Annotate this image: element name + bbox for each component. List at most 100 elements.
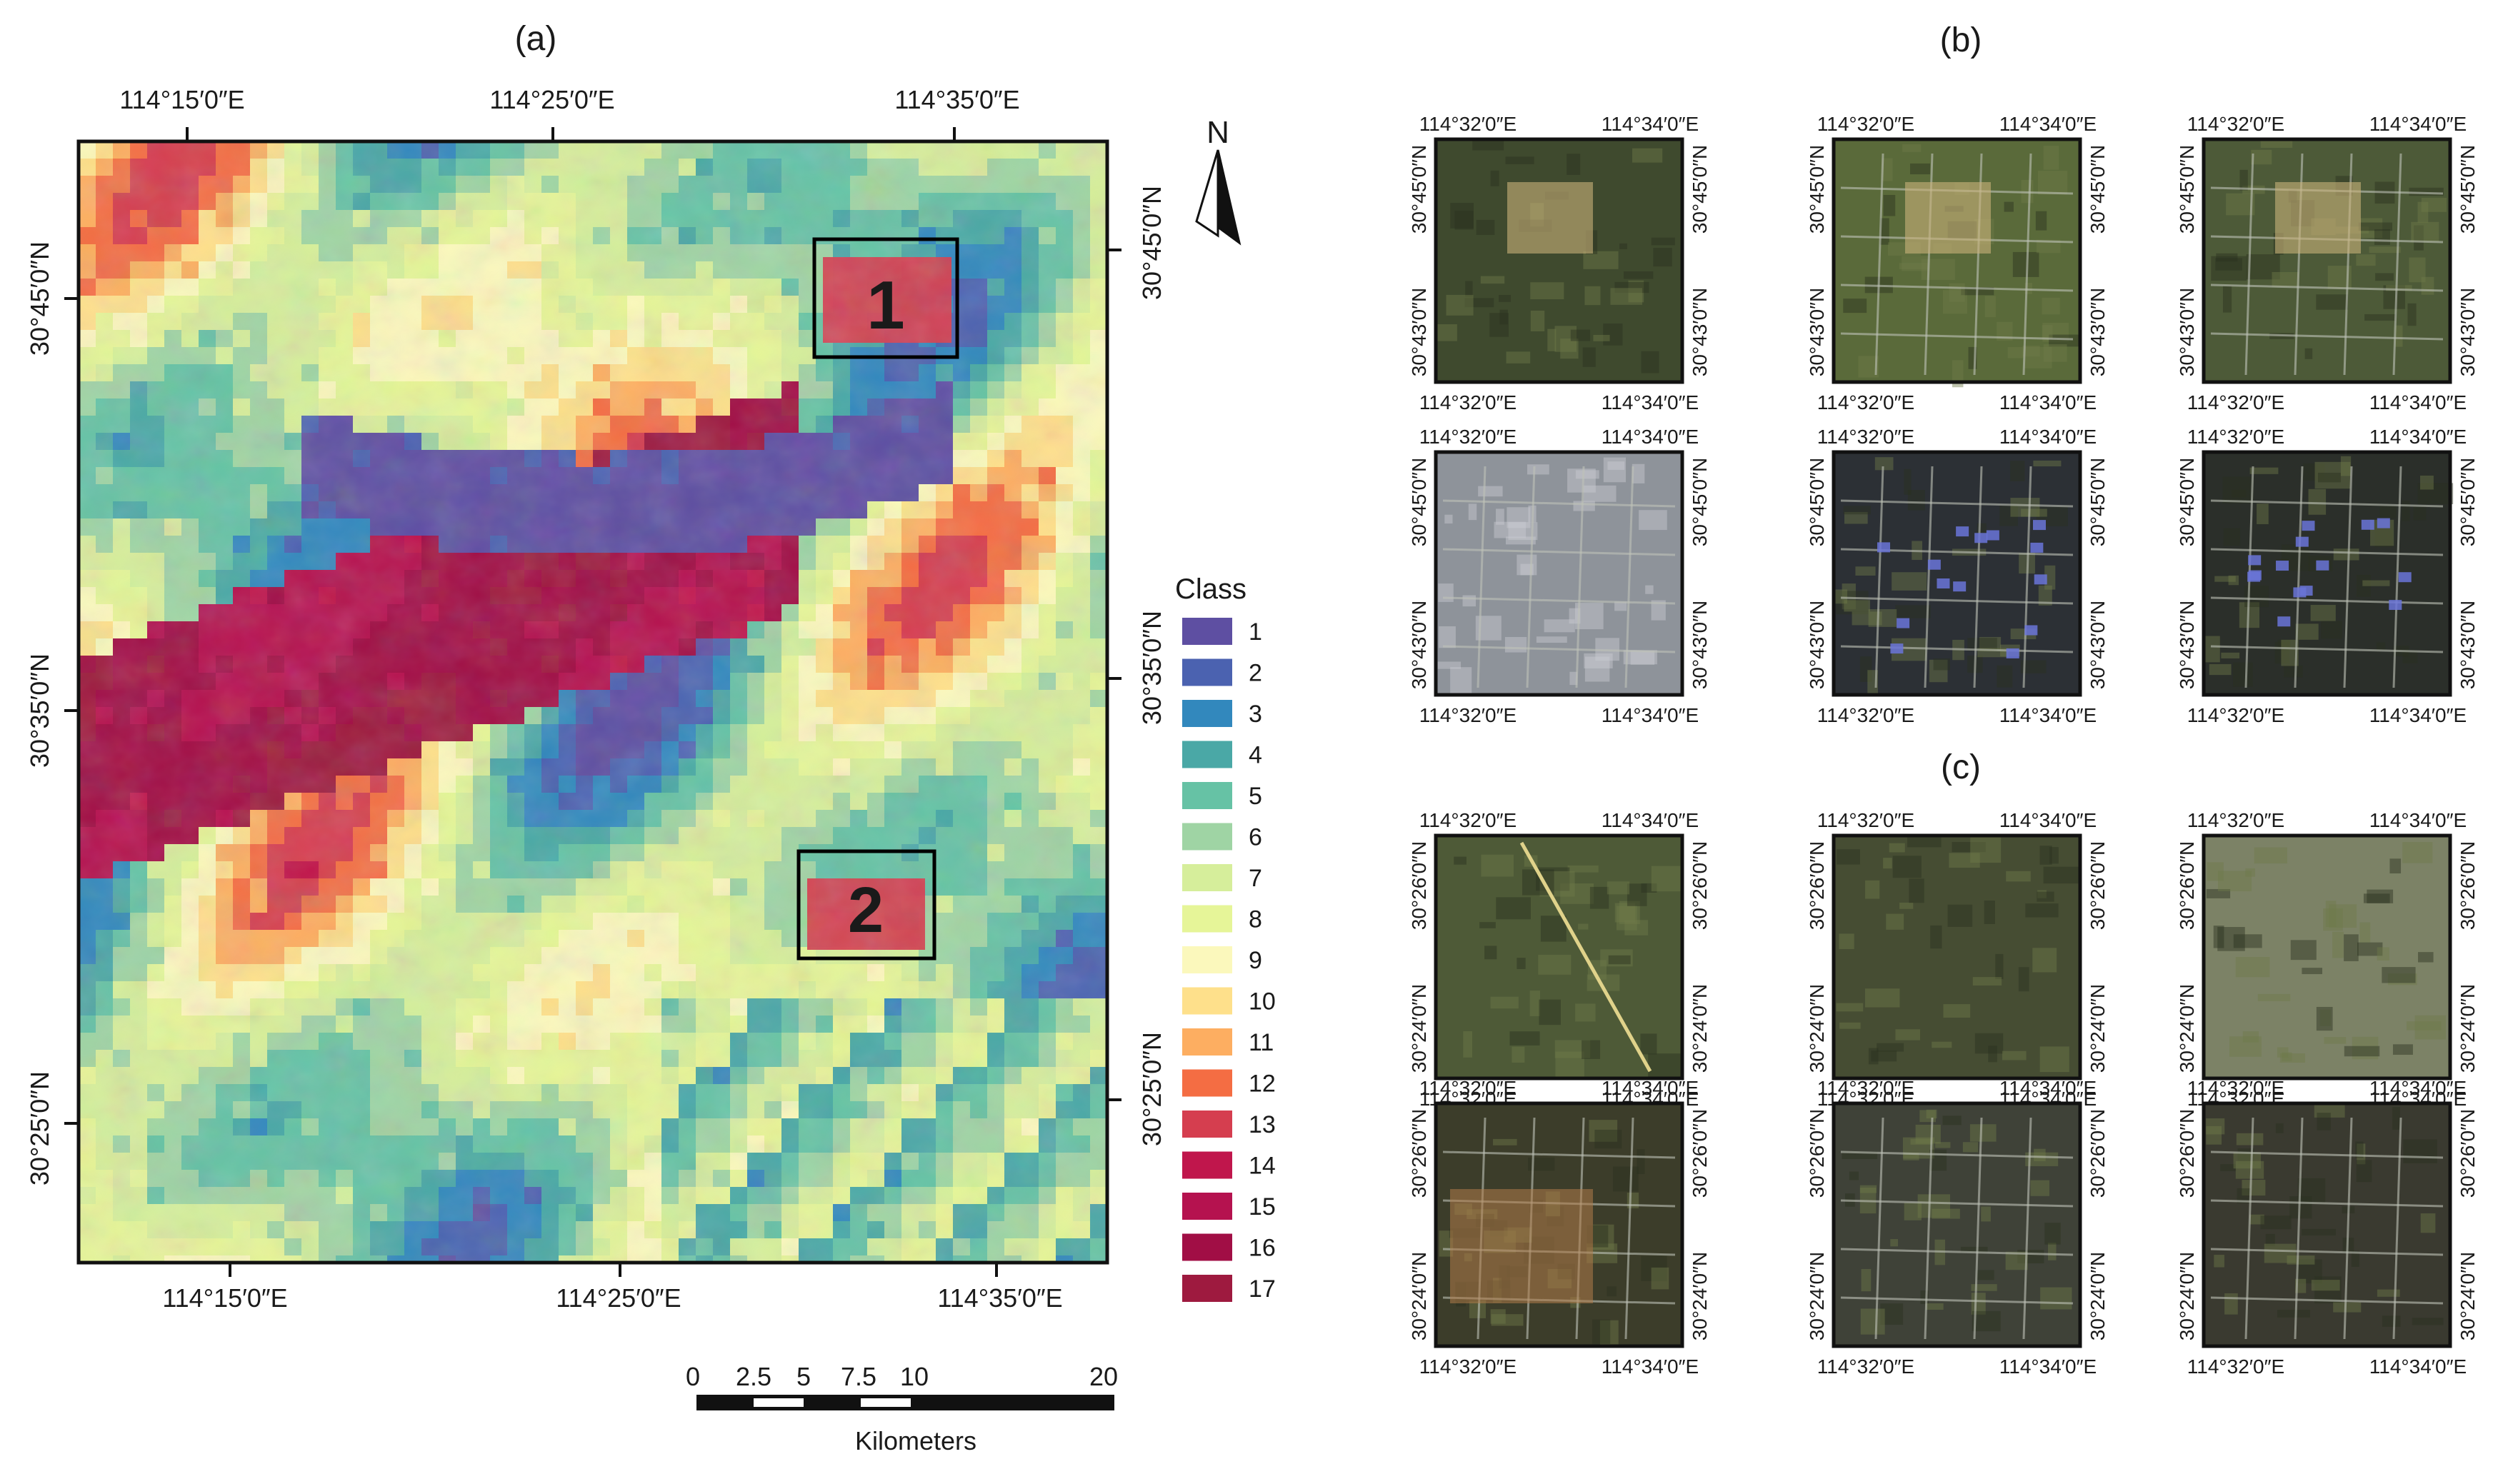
lat-left-bottom: 30°24′0″N xyxy=(1408,1252,1430,1340)
lon-top-right: 114°34′0″E xyxy=(1999,113,2097,135)
region-label-2: 2 xyxy=(848,875,884,946)
legend-label-17: 17 xyxy=(1249,1275,1276,1303)
lon-bottom-left: 114°32′0″E xyxy=(1419,704,1517,726)
lat-left-top: 30°26′0″N xyxy=(1806,1109,1828,1198)
lon-top-right: 114°34′0″E xyxy=(1999,809,2097,831)
lon-bottom-right: 114°34′0″E xyxy=(1602,391,1699,413)
legend-swatch-3 xyxy=(1182,700,1232,727)
legend-label-10: 10 xyxy=(1249,988,1276,1016)
thumbnail-c-2-2: 114°32′0″E 114°34′0″E 114°32′0″E 114°34′0″E… xyxy=(1806,1077,2109,1378)
lon-top-left: 114°32′0″E xyxy=(1419,113,1517,135)
legend-swatch-5 xyxy=(1182,782,1232,809)
lat-right-bottom: 30°43′0″N xyxy=(1689,288,1711,376)
lat-right-top: 30°45′0″N xyxy=(2457,145,2479,234)
scale-tick-7-5: 7.5 xyxy=(841,1362,876,1391)
lon-bottom-2: 114°25′0″E xyxy=(556,1283,681,1313)
map-frame xyxy=(76,139,1109,1265)
lon-top-2: 114°25′0″E xyxy=(489,85,614,114)
lat-right-top: 30°45′0″N xyxy=(2087,458,2109,546)
lat-right-bottom: 30°24′0″N xyxy=(1689,1252,1711,1340)
lon-bottom-left: 114°32′0″E xyxy=(2187,704,2284,726)
region-label-1: 1 xyxy=(866,267,904,344)
legend-label-14: 14 xyxy=(1249,1153,1276,1180)
thumbnail-c-1-3: 114°32′0″E 114°34′0″E 114°32′0″E 114°34′0″E… xyxy=(2176,809,2479,1110)
lon-bottom-left: 114°32′0″E xyxy=(2187,1355,2284,1378)
lon-top-left: 114°32′0″E xyxy=(1817,113,1914,135)
lat-right-bottom: 30°43′0″N xyxy=(2457,288,2479,376)
lon-bottom-right: 114°34′0″E xyxy=(1602,1355,1699,1378)
lat-left-bottom: 30°43′0″N xyxy=(1408,601,1430,689)
thumbnail-b-1-3: 114°32′0″E 114°34′0″E 114°32′0″E 114°34′0″E… xyxy=(2176,113,2479,413)
lat-right-bottom: 30°43′0″N xyxy=(2087,601,2109,689)
thumbnail-c-1-1: 114°32′0″E 114°34′0″E 114°32′0″E 114°34′0″E… xyxy=(1408,809,1711,1110)
lat-left-bottom: 30°43′0″N xyxy=(1806,288,1828,376)
lon-top-right: 114°34′0″E xyxy=(1602,1077,1699,1099)
scale-tick-2-5: 2.5 xyxy=(736,1362,771,1391)
legend-label-13: 13 xyxy=(1249,1111,1276,1138)
lon-top-left: 114°32′0″E xyxy=(2187,113,2284,135)
lat-right-bottom: 30°24′0″N xyxy=(2087,984,2109,1073)
scale-bar: 0 2.5 5 7.5 10 20 Kilometers xyxy=(686,1362,1118,1455)
legend-swatch-1 xyxy=(1182,618,1232,645)
lon-bottom-right: 114°34′0″E xyxy=(2369,704,2467,726)
thumbnail-b-1-1: 114°32′0″E 114°34′0″E 114°32′0″E 114°34′0″E… xyxy=(1408,113,1711,413)
lon-top-right: 114°34′0″E xyxy=(2369,113,2467,135)
lon-top-left: 114°32′0″E xyxy=(1817,809,1914,831)
lon-bottom-right: 114°34′0″E xyxy=(1999,1355,2097,1378)
lat-right-1: 30°45′0″N xyxy=(1137,186,1166,300)
lon-top-left: 114°32′0″E xyxy=(2187,809,2284,831)
lat-left-top: 30°26′0″N xyxy=(2176,841,2198,930)
legend-label-5: 5 xyxy=(1249,783,1262,810)
lat-left-bottom: 30°43′0″N xyxy=(2176,288,2198,376)
lon-top-right: 114°34′0″E xyxy=(2369,809,2467,831)
satellite-thumbnails: 114°32′0″E 114°34′0″E 114°32′0″E 114°34′0″E… xyxy=(1408,113,2479,1378)
lat-left-bottom: 30°24′0″N xyxy=(1806,1252,1828,1340)
legend-label-16: 16 xyxy=(1249,1235,1276,1262)
lon-top-right: 114°34′0″E xyxy=(1602,426,1699,448)
north-arrow-icon: N xyxy=(1195,115,1241,246)
legend-swatch-13 xyxy=(1182,1111,1232,1138)
legend-label-12: 12 xyxy=(1249,1071,1276,1098)
lat-right-top: 30°45′0″N xyxy=(2457,458,2479,546)
lat-left-top: 30°45′0″N xyxy=(1806,458,1828,546)
lon-bottom-right: 114°34′0″E xyxy=(1999,391,2097,413)
lat-right-bottom: 30°24′0″N xyxy=(2457,984,2479,1073)
panel-label-b: (b) xyxy=(1940,21,1982,59)
lat-right-bottom: 30°43′0″N xyxy=(2457,601,2479,689)
lat-right-top: 30°45′0″N xyxy=(1689,145,1711,234)
lon-top-left: 114°32′0″E xyxy=(1817,1077,1914,1099)
lon-bottom-3: 114°35′0″E xyxy=(937,1283,1062,1313)
legend-label-6: 6 xyxy=(1249,824,1262,851)
lat-left-top: 30°45′0″N xyxy=(2176,145,2198,234)
lon-bottom-right: 114°34′0″E xyxy=(2369,391,2467,413)
lon-bottom-1: 114°15′0″E xyxy=(162,1283,287,1313)
lon-top-right: 114°34′0″E xyxy=(2369,426,2467,448)
lon-top-right: 114°34′0″E xyxy=(1999,426,2097,448)
legend-swatch-6 xyxy=(1182,823,1232,851)
lat-right-bottom: 30°24′0″N xyxy=(1689,984,1711,1073)
legend-label-15: 15 xyxy=(1249,1193,1276,1220)
lat-right-top: 30°26′0″N xyxy=(2457,1109,2479,1198)
lat-left-3: 30°25′0″N xyxy=(25,1071,54,1185)
lon-bottom-left: 114°32′0″E xyxy=(1817,1355,1914,1378)
legend-swatch-11 xyxy=(1182,1028,1232,1056)
lat-left-top: 30°26′0″N xyxy=(1408,841,1430,930)
legend-swatch-10 xyxy=(1182,987,1232,1015)
legend-label-11: 11 xyxy=(1249,1029,1274,1056)
lon-bottom-left: 114°32′0″E xyxy=(1817,391,1914,413)
lat-right-bottom: 30°43′0″N xyxy=(1689,601,1711,689)
lat-right-top: 30°26′0″N xyxy=(2087,841,2109,930)
legend-swatch-15 xyxy=(1182,1193,1232,1220)
lat-right-bottom: 30°43′0″N xyxy=(2087,288,2109,376)
lat-left-bottom: 30°43′0″N xyxy=(2176,601,2198,689)
lat-right-2: 30°35′0″N xyxy=(1137,611,1166,725)
scale-tick-20: 20 xyxy=(1089,1362,1118,1391)
lon-bottom-left: 114°32′0″E xyxy=(1817,704,1914,726)
lat-left-bottom: 30°24′0″N xyxy=(1806,984,1828,1073)
legend-swatch-9 xyxy=(1182,946,1232,973)
legend-swatch-17 xyxy=(1182,1275,1232,1302)
lon-top-left: 114°32′0″E xyxy=(1419,1077,1517,1099)
legend-label-1: 1 xyxy=(1249,618,1262,646)
